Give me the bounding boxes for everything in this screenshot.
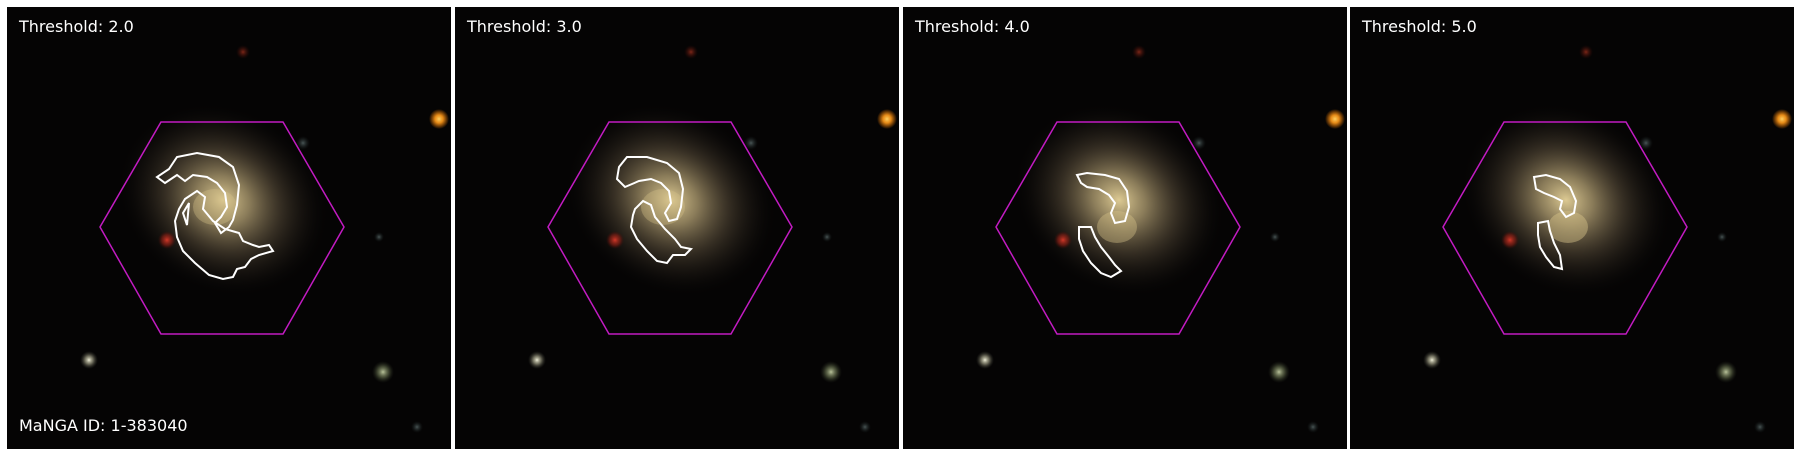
galaxy-image (528, 45, 897, 433)
panel-threshold-5: Threshold: 5.0 (1350, 7, 1794, 449)
ifu-hexagon (995, 121, 1241, 335)
contour-outline (155, 151, 241, 235)
contour-outline (1078, 226, 1123, 279)
contour-outline (1537, 219, 1564, 271)
contour-outline (629, 199, 694, 265)
panel-threshold-3: Threshold: 3.0 (455, 7, 899, 449)
panel-threshold-4: Threshold: 4.0 (903, 7, 1347, 449)
galaxy-image (976, 45, 1345, 433)
ifu-hexagon (547, 121, 793, 335)
ifu-hexagon (99, 121, 345, 335)
galaxy-image (80, 45, 449, 433)
threshold-label: Threshold: 4.0 (915, 17, 1030, 36)
threshold-label: Threshold: 2.0 (19, 17, 134, 36)
panel-threshold-2: Threshold: 2.0 MaNGA ID: 1-383040 (7, 7, 451, 449)
contour-outline (615, 156, 685, 223)
contour-outline (1075, 171, 1131, 225)
ifu-hexagon (1442, 121, 1688, 335)
manga-id-label: MaNGA ID: 1-383040 (19, 416, 188, 435)
threshold-label: Threshold: 5.0 (1362, 17, 1477, 36)
contour-outline (173, 189, 275, 281)
contour-outline (1532, 173, 1578, 219)
threshold-label: Threshold: 3.0 (467, 17, 582, 36)
galaxy-image (1423, 45, 1792, 433)
